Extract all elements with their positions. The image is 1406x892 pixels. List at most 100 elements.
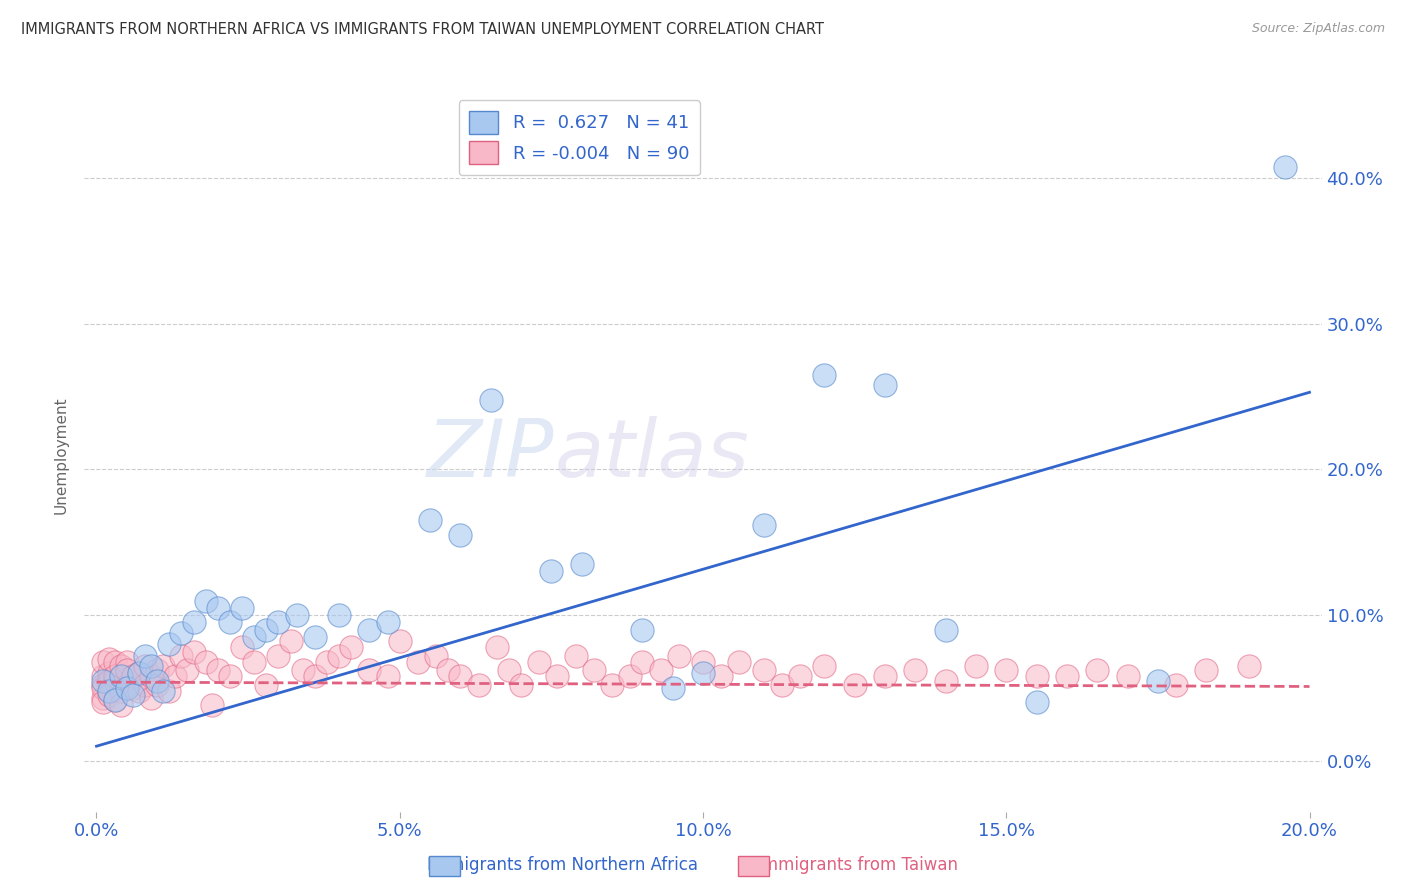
Point [316, 655, 339, 669]
Point [115, 655, 138, 669]
Point [710, 669, 733, 683]
Point [692, 655, 714, 669]
Text: atlas: atlas [554, 416, 749, 494]
Point [479, 392, 502, 407]
Point [449, 528, 471, 542]
Text: Immigrants from Taiwan: Immigrants from Taiwan [758, 856, 957, 874]
Point [194, 655, 217, 669]
Point [650, 664, 672, 678]
Point [170, 625, 193, 640]
Point [600, 678, 623, 692]
Point [134, 678, 156, 692]
Point [425, 648, 447, 663]
Point [219, 669, 242, 683]
Point [328, 648, 350, 663]
Point [152, 683, 174, 698]
Point [157, 637, 180, 651]
Point [152, 659, 174, 673]
Point [1164, 678, 1187, 692]
Point [546, 669, 568, 683]
Point [122, 688, 145, 702]
Point [91, 691, 114, 706]
Point [631, 655, 654, 669]
Point [183, 644, 205, 658]
Point [668, 648, 690, 663]
Point [267, 615, 290, 630]
Point [661, 681, 683, 695]
Point [128, 683, 150, 698]
Legend: R =  0.627   N = 41, R = -0.004   N = 90: R = 0.627 N = 41, R = -0.004 N = 90 [458, 100, 700, 176]
Point [813, 659, 835, 673]
Point [789, 669, 811, 683]
Point [165, 669, 187, 683]
Point [377, 669, 399, 683]
Point [752, 517, 775, 532]
Point [97, 652, 120, 666]
Point [219, 615, 242, 630]
Point [110, 683, 132, 698]
Point [304, 669, 326, 683]
Point [904, 664, 927, 678]
Point [540, 565, 562, 579]
Point [485, 640, 508, 655]
Point [97, 673, 120, 688]
Point [1116, 669, 1139, 683]
Point [115, 664, 138, 678]
Point [243, 655, 266, 669]
Point [104, 692, 127, 706]
Point [1056, 669, 1078, 683]
Point [873, 669, 896, 683]
Text: ZIP: ZIP [427, 416, 554, 494]
Point [115, 678, 138, 692]
Point [571, 557, 593, 571]
Point [285, 608, 308, 623]
Point [194, 593, 217, 607]
Point [91, 681, 114, 695]
Point [110, 669, 132, 683]
Point [280, 634, 302, 648]
Point [935, 673, 957, 688]
Point [359, 664, 381, 678]
Point [104, 669, 127, 683]
Point [122, 669, 145, 683]
Point [328, 608, 350, 623]
Point [728, 655, 751, 669]
Text: IMMIGRANTS FROM NORTHERN AFRICA VS IMMIGRANTS FROM TAIWAN UNEMPLOYMENT CORRELATI: IMMIGRANTS FROM NORTHERN AFRICA VS IMMIG… [21, 22, 824, 37]
Point [128, 666, 150, 681]
Point [146, 673, 169, 688]
Point [134, 659, 156, 673]
Point [201, 698, 224, 713]
Point [1025, 669, 1047, 683]
Point [207, 664, 229, 678]
Point [146, 664, 169, 678]
Point [110, 659, 132, 673]
Y-axis label: Unemployment: Unemployment [53, 396, 69, 514]
Point [388, 634, 411, 648]
Point [134, 648, 156, 663]
Point [340, 640, 363, 655]
Point [631, 623, 654, 637]
Point [91, 678, 114, 692]
Point [139, 659, 162, 673]
Point [1085, 664, 1108, 678]
Point [139, 669, 162, 683]
Point [97, 688, 120, 702]
Point [110, 698, 132, 713]
Point [157, 683, 180, 698]
Point [873, 378, 896, 392]
Point [231, 600, 253, 615]
Point [128, 666, 150, 681]
Point [291, 664, 314, 678]
Point [1195, 664, 1218, 678]
Point [510, 678, 533, 692]
Point [406, 655, 429, 669]
Text: Immigrants from Northern Africa: Immigrants from Northern Africa [427, 856, 697, 874]
Point [254, 623, 277, 637]
Point [359, 623, 381, 637]
Point [104, 655, 127, 669]
Point [1147, 673, 1170, 688]
Point [104, 673, 127, 688]
Point [449, 669, 471, 683]
Point [254, 678, 277, 692]
Point [844, 678, 866, 692]
